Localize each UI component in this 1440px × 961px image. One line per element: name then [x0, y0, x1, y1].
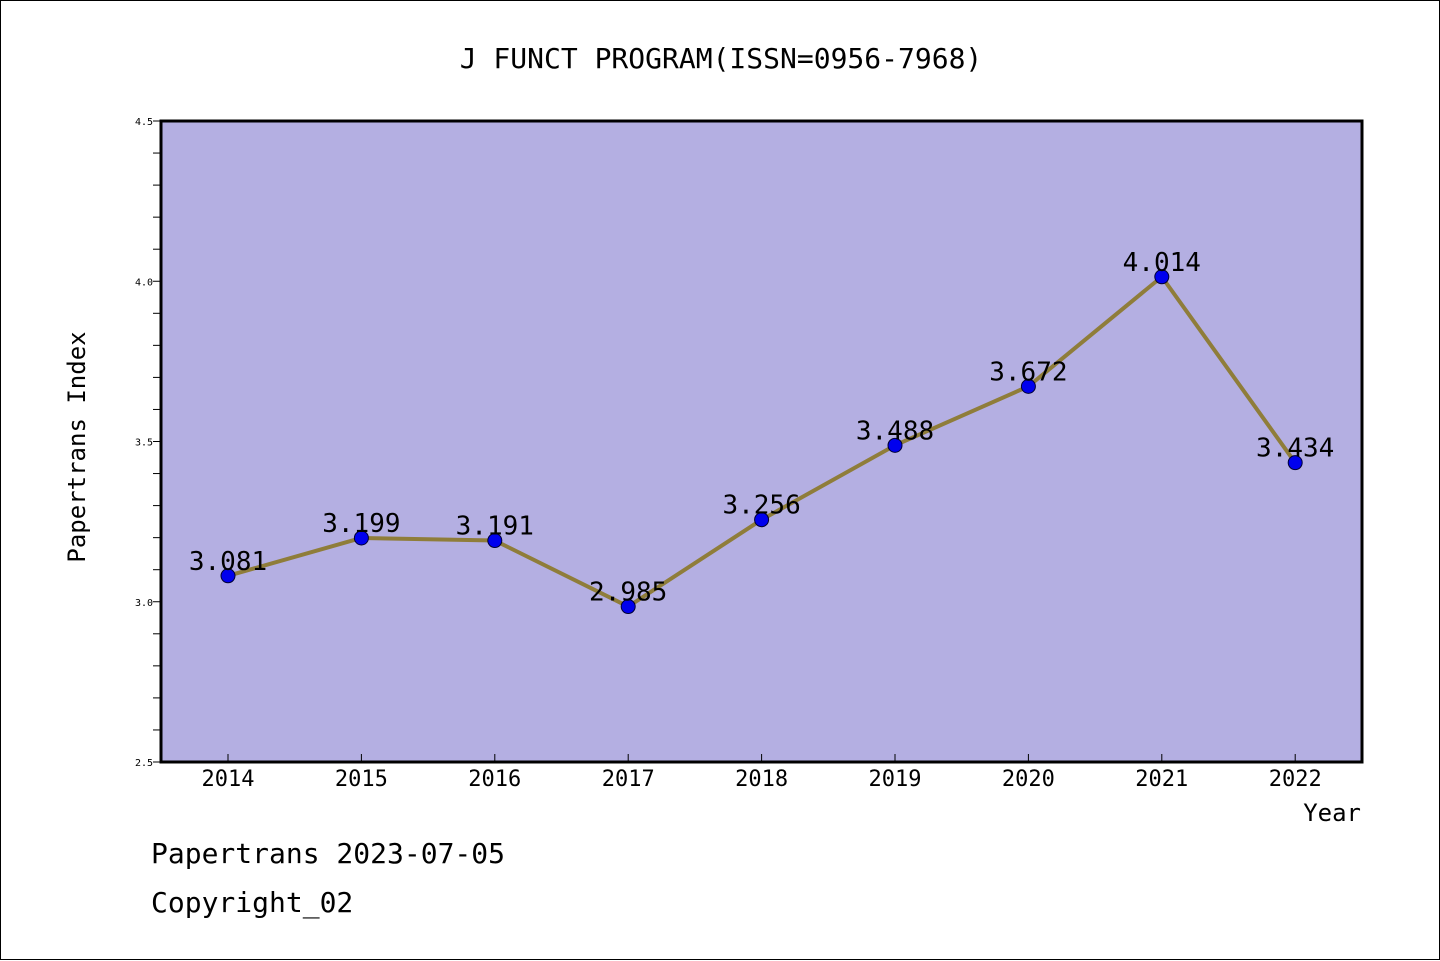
x-tick-label: 2015	[335, 767, 388, 792]
x-axis-label: Year	[1303, 799, 1361, 827]
x-tick-label: 2020	[1002, 767, 1055, 792]
data-point	[754, 512, 770, 528]
data-label: 4.014	[1123, 248, 1201, 278]
footer-date: Papertrans 2023-07-05	[151, 837, 506, 870]
data-label: 3.199	[322, 509, 400, 539]
data-point	[1287, 455, 1303, 471]
x-tick-label: 2019	[869, 767, 922, 792]
data-point	[1020, 378, 1036, 394]
chart-title: J FUNCT PROGRAM(ISSN=0956-7968)	[460, 42, 983, 75]
data-label: 3.256	[722, 491, 800, 521]
data-label: 3.672	[989, 357, 1067, 387]
data-label: 3.434	[1256, 434, 1334, 464]
data-point	[220, 568, 236, 584]
data-label: 3.191	[456, 512, 534, 542]
x-axis: 2014 2015 2016 2017 2018 2019 2020 2021 2022	[202, 754, 1322, 792]
x-tick-label: 2016	[468, 767, 521, 792]
y-axis: 2.5 3.0 3.5 4.0 4.5	[135, 117, 161, 769]
x-tick-label: 2021	[1135, 767, 1188, 792]
y-tick-label: 2.5	[135, 758, 153, 769]
data-label: 2.985	[589, 578, 667, 608]
data-labels: 3.081 3.199 3.191 2.985 3.256 3.488 3.672 4.014…	[189, 248, 1334, 608]
plot-area	[159, 119, 1364, 764]
data-label: 3.081	[189, 547, 267, 577]
y-tick-label: 3.0	[135, 598, 153, 609]
y-tick-label: 4.5	[135, 117, 153, 128]
data-point	[887, 437, 903, 453]
data-point	[1154, 269, 1170, 285]
data-point	[487, 533, 503, 549]
y-axis-label: Papertrans Index	[63, 331, 91, 562]
x-tick-label: 2022	[1269, 767, 1322, 792]
x-tick-label: 2017	[602, 767, 655, 792]
data-label: 3.488	[856, 416, 934, 446]
x-tick-label: 2018	[735, 767, 788, 792]
footer-copyright: Copyright_02	[151, 886, 354, 919]
data-point	[353, 530, 369, 546]
y-tick-label: 4.0	[135, 277, 153, 288]
y-tick-label: 3.5	[135, 438, 153, 449]
x-tick-label: 2014	[202, 767, 255, 792]
data-markers	[220, 269, 1303, 615]
data-point	[620, 599, 636, 615]
